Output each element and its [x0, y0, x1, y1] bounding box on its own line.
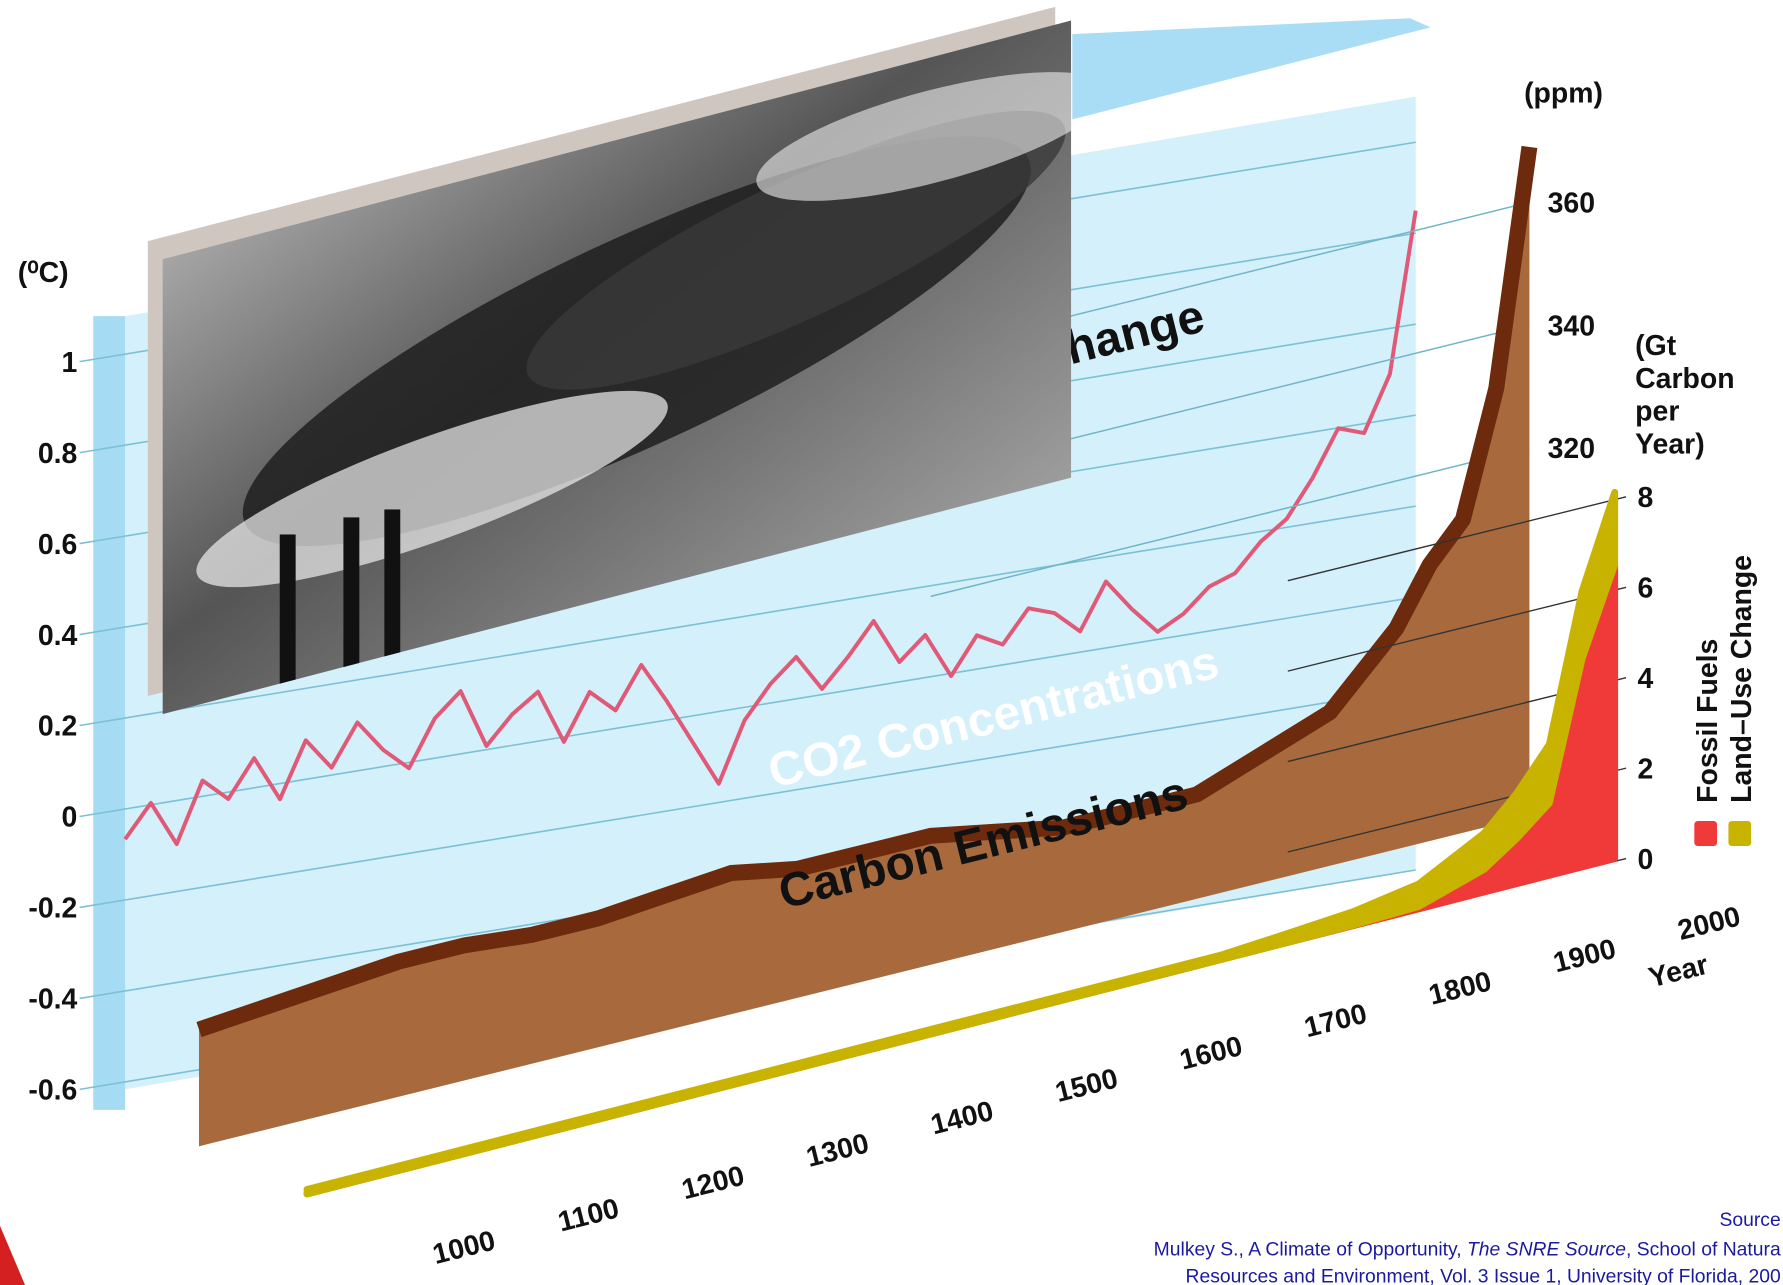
y-tick-label: 0.2 — [38, 711, 78, 743]
y-tick-label: 0.6 — [38, 529, 78, 561]
y-axis-label: per — [1635, 396, 1679, 428]
y-axis-label: Year) — [1635, 429, 1705, 461]
source: Source Mulkey S., A Climate of Opportuni… — [1154, 1210, 1781, 1285]
y-tick-label: 0.8 — [38, 438, 78, 470]
x-tick-label: 1000 — [430, 1225, 499, 1271]
y-tick-label: -0.2 — [28, 893, 77, 925]
source-label: Source — [1719, 1210, 1780, 1231]
legend-swatch — [1694, 821, 1717, 846]
x-tick-label: 1500 — [1052, 1063, 1121, 1109]
source-line: Resources and Environment, Vol. 3 Issue … — [1186, 1267, 1781, 1285]
y-axis-label: (Gt — [1635, 330, 1677, 362]
temperature-plane-edge — [93, 316, 125, 1110]
x-tick-label: 1200 — [679, 1160, 748, 1206]
y-axis-label: Carbon — [1635, 363, 1734, 395]
x-tick-label: 1900 — [1550, 933, 1619, 979]
source-text: , School of Natura — [1626, 1239, 1781, 1260]
source-text: Mulkey S., A Climate of Opportunity, — [1154, 1239, 1467, 1260]
y-tick-label: 0.4 — [38, 620, 78, 652]
y-tick-label: 0 — [1637, 844, 1653, 876]
y-tick-label: 340 — [1548, 310, 1595, 342]
y-tick-label: 2 — [1637, 753, 1653, 785]
legend-label: Fossil Fuels — [1692, 639, 1724, 803]
y-tick-label: 8 — [1637, 482, 1653, 514]
corner-mark — [0, 1226, 25, 1285]
legend-swatch — [1728, 821, 1751, 846]
y-tick-label: 320 — [1548, 433, 1595, 465]
x-tick-label: 2000 — [1675, 901, 1744, 947]
y-tick-label: 1 — [62, 347, 78, 379]
legend-label: Land–Use Change — [1726, 555, 1758, 803]
y-tick-label: 0 — [62, 802, 78, 834]
x-tick-label: 1400 — [928, 1095, 997, 1141]
y-tick-label: -0.4 — [28, 984, 77, 1016]
y-tick-label: 6 — [1637, 573, 1653, 605]
x-tick-label: 1700 — [1301, 998, 1370, 1044]
y-tick-label: 4 — [1637, 663, 1653, 695]
x-tick-label: 1100 — [555, 1192, 623, 1238]
x-tick-label: 1300 — [803, 1127, 872, 1173]
x-axis-label: Year — [1645, 949, 1711, 995]
source-text: The SNRE Source — [1467, 1239, 1626, 1260]
x-tick-label: 1800 — [1426, 965, 1495, 1011]
y-tick-label: 360 — [1548, 187, 1595, 219]
x-tick-label: 1600 — [1177, 1030, 1246, 1076]
source-line: Mulkey S., A Climate of Opportunity, The… — [1154, 1239, 1781, 1260]
y-axis-label: (⁰C) — [18, 257, 69, 289]
y-tick-label: -0.6 — [28, 1075, 77, 1107]
y-axis-label: (ppm) — [1524, 77, 1603, 109]
chart: -0.6-0.4-0.200.20.40.60.81(⁰C)Temperatur… — [0, 0, 1783, 1285]
